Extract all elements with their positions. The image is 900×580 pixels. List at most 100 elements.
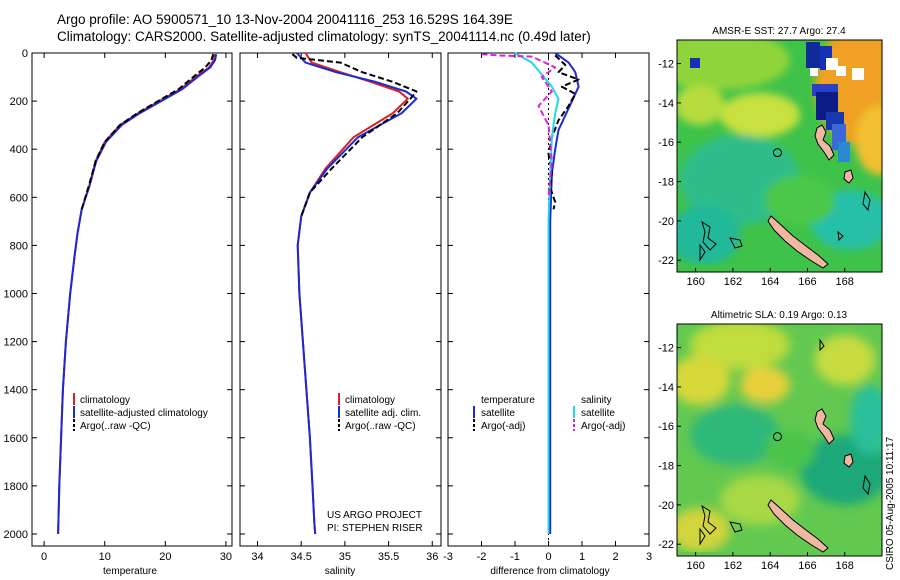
x-tick-label: -1 [510,551,520,563]
sla-map-image [677,324,882,556]
sla-reef-outline [729,521,743,533]
map-y-tick-label: -12 [658,59,674,71]
map-x-tick-label: 160 [686,276,704,288]
map-y-tick-label: -16 [658,137,674,149]
series-line-satellite-adj-clim- [296,52,418,535]
sst-warm-ne2 [855,105,882,175]
legend-title-temperature: temperature [481,395,535,406]
temperature-legend: climatology satellite-adjusted climatolo… [73,393,208,432]
series-line-salinity-argo-adj- [481,53,557,198]
y-tick-label: 1800 [4,481,28,493]
x-tick-label: 20 [159,551,171,563]
sst-green-mid [765,175,835,225]
sst-missing-cell [836,66,846,76]
sst-missing-cell [810,68,818,76]
series-line-climatology [296,52,409,535]
salinity-legend: climatology satellite adj. clim. Argo(..… [338,393,421,432]
map-y-tick-label: -22 [658,255,674,267]
sst-island-vanuatu-south [843,169,854,184]
legend-label-satellite: satellite-adjusted climatology [80,408,208,419]
salinity-xlabel: salinity [325,566,356,577]
legend-label-temp-argo: Argo(-adj) [481,421,525,432]
series-line-climatology [57,54,216,535]
sla-low-e [850,385,882,455]
sst-warm-w [677,85,725,125]
sst-warm-mid [720,93,800,137]
map-y-tick-label: -18 [658,177,674,189]
sst-cool-sw [677,205,740,265]
sst-island-vanuatu [814,124,835,161]
map-y-tick-label: -14 [658,382,674,394]
project-note-line1: US ARGO PROJECT [327,510,422,521]
temperature-plot-frame [31,52,233,547]
sla-reef-outline [701,504,717,535]
difference-series [481,52,580,534]
salinity-series [291,52,418,535]
y-tick-label: 1600 [4,433,28,445]
sla-low-se [800,435,882,505]
sst-island-new-caledonia [767,215,829,269]
sla-reef-outline [699,527,706,546]
x-tick-label: -3 [443,551,453,563]
sla-map-frame [676,323,883,557]
project-note-line2: PI: STEPHEN RISER [327,523,423,534]
sst-map-image [677,40,882,272]
x-tick-label: 34 [251,551,263,563]
series-line-salinity-satellite [514,52,560,534]
x-tick-label: 3 [646,551,652,563]
sst-cold-cell [806,42,820,68]
salinity-plot-frame [239,52,442,547]
legend-label-temp-satellite: satellite [481,408,515,419]
legend-label-climatology: climatology [345,395,395,406]
sst-reef-outline [701,220,717,251]
x-tick-label: 0 [545,551,551,563]
map-y-tick-label: -12 [658,343,674,355]
sla-map-axes: 160 162 164 166 168 -12 -14 -16 -18 -20 -22 [658,343,854,572]
x-tick-label: 2 [612,551,618,563]
legend-label-climatology: climatology [80,395,130,406]
sst-map-frame [676,39,883,273]
x-tick-label: 36 [426,551,438,563]
series-line-argo-raw-qc- [291,53,418,217]
sla-high-c [740,367,790,403]
x-tick-label: 30 [220,551,232,563]
y-tick-label: 1000 [4,288,28,300]
map-y-tick-label: -16 [658,421,674,433]
y-tick-label: 600 [10,192,28,204]
sst-float-position-marker [772,148,782,158]
sla-island-vanuatu-south [843,453,854,468]
legend-label-sal-satellite: satellite [581,408,615,419]
difference-legend: temperature satellite Argo(-adj) salinit… [473,395,625,432]
sst-cold-cell [690,58,700,68]
map-x-tick-label: 162 [724,560,742,572]
x-tick-label: 1 [579,551,585,563]
difference-xlabel: difference from climatology [490,566,609,577]
main-title-line2: Climatology: CARS2000. Satellite-adjuste… [57,29,591,44]
map-x-tick-label: 168 [836,276,854,288]
legend-title-salinity: salinity [581,395,612,406]
legend-label-argo: Argo(..raw -QC) [80,421,151,432]
map-x-tick-label: 166 [798,276,816,288]
map-y-tick-label: -22 [658,539,674,551]
map-y-tick-label: -20 [658,216,674,228]
series-line-temperature-satellite [549,52,580,534]
map-y-tick-label: -20 [658,500,674,512]
x-tick-label: 35.5 [378,551,399,563]
map-x-tick-label: 164 [761,276,779,288]
salinity-axes: 34 34.5 35 35.5 36 [240,52,441,563]
series-line-satellite-adjusted-climatology [57,54,218,535]
x-tick-label: 34.5 [290,551,311,563]
sla-low-w [690,405,780,465]
sla-high-nw [677,355,730,405]
sla-green-c [765,430,815,470]
map-y-tick-label: -14 [658,98,674,110]
x-tick-label: 35 [339,551,351,563]
sla-high-sw [677,508,730,552]
x-tick-label: 0 [41,551,47,563]
y-tick-label: 800 [10,240,28,252]
sla-reef-outline [862,474,871,496]
sst-map-axes: 160 162 164 166 168 -12 -14 -16 -18 -20 -22 [658,59,854,288]
y-tick-label: 1400 [4,385,28,397]
sst-missing-cell [852,68,864,80]
